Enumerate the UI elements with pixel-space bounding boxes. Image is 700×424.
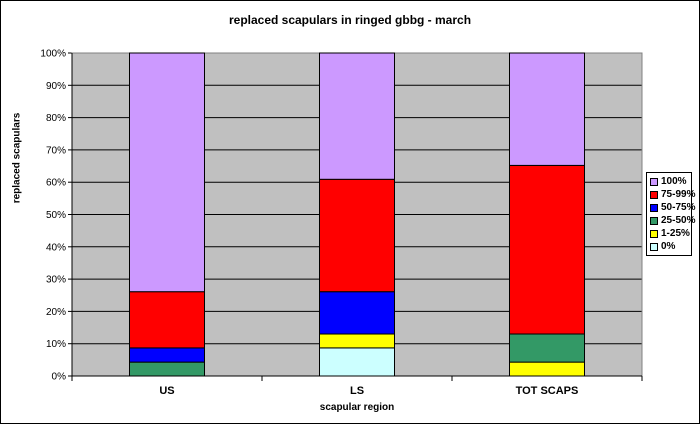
bar-segment	[509, 164, 585, 335]
y-tick-label: 50%	[46, 210, 66, 221]
legend-swatch	[650, 190, 658, 199]
legend-swatch	[650, 203, 658, 212]
bar-segment	[319, 178, 395, 293]
bar-segment	[319, 347, 395, 377]
legend-label: 25-50%	[661, 215, 696, 226]
legend-item: 0%	[650, 240, 691, 253]
legend-label: 75-99%	[661, 189, 696, 200]
legend-swatch	[650, 229, 658, 238]
y-tick-label: 90%	[46, 81, 66, 92]
bar-segment	[319, 52, 395, 180]
y-tick-label: 0%	[52, 372, 67, 383]
y-tick-label: 10%	[46, 339, 66, 350]
legend: 100% 75-99% 50-75% 25-50% 1-25% 0%	[646, 172, 695, 256]
x-tick-label: US	[159, 385, 174, 397]
legend-swatch	[650, 242, 658, 251]
y-tick-label: 100%	[40, 49, 66, 60]
bar-segment	[509, 52, 585, 166]
legend-label: 50-75%	[661, 202, 696, 213]
bar-segment	[129, 52, 205, 293]
y-tick-label: 60%	[46, 178, 66, 189]
y-tick-label: 30%	[46, 275, 66, 286]
bar-segment	[129, 347, 205, 363]
bar-segment	[509, 333, 585, 363]
legend-item: 50-75%	[650, 201, 695, 214]
legend-label: 0%	[661, 241, 676, 252]
y-tick-label: 20%	[46, 307, 66, 318]
legend-label: 1-25%	[661, 228, 690, 239]
y-tick-label: 80%	[46, 113, 66, 124]
y-tick-label: 70%	[46, 145, 66, 156]
y-tick-label: 40%	[46, 242, 66, 253]
legend-item: 100%	[650, 175, 691, 188]
chart-title: replaced scapulars in ringed gbbg - marc…	[228, 13, 472, 27]
legend-item: 1-25%	[650, 227, 691, 240]
bar-segment	[319, 291, 395, 335]
legend-swatch	[650, 177, 658, 186]
legend-label: 100%	[661, 176, 687, 187]
x-axis-label: scapular region	[319, 402, 395, 413]
bar-segment	[129, 361, 205, 377]
legend-swatch	[650, 216, 658, 225]
x-tick-label: LS	[350, 385, 364, 397]
bar-segment	[319, 333, 395, 349]
bar-segment	[509, 361, 585, 377]
bar-segment	[129, 291, 205, 349]
x-tick-label: TOT SCAPS	[516, 385, 579, 397]
legend-item: 75-99%	[650, 188, 695, 201]
legend-item: 25-50%	[650, 214, 695, 227]
